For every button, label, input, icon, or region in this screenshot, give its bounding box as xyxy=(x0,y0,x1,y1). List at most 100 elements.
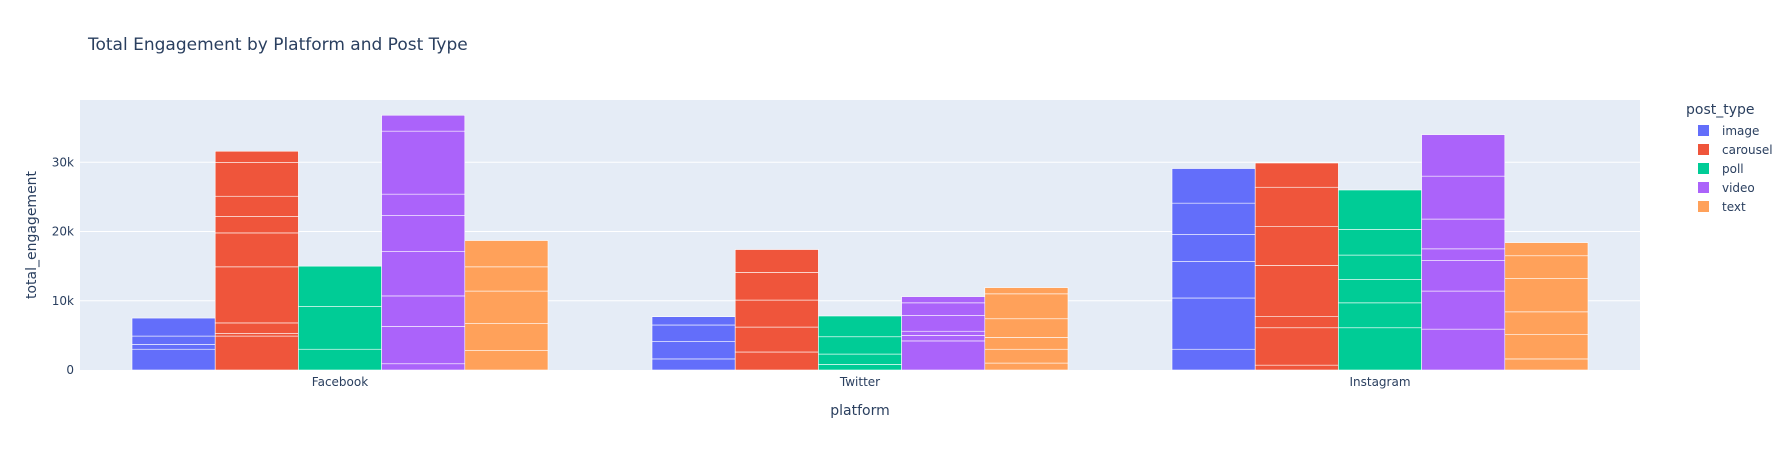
bar-segment-poll-facebook xyxy=(298,306,382,350)
bar-segment-image-instagram xyxy=(1171,297,1256,350)
x-axis-ticks: Facebook Twitter Instagram xyxy=(312,375,1411,389)
bar-segment-video-twitter xyxy=(901,335,986,342)
bar-segment-carousel-facebook xyxy=(214,162,299,197)
legend-swatch-image xyxy=(1698,125,1709,136)
bar-segment-video-twitter xyxy=(901,330,986,336)
bar-segment-text-twitter xyxy=(984,337,1069,350)
bar-segment-carousel-twitter xyxy=(734,272,819,301)
bar-segment-video-facebook xyxy=(381,295,466,327)
legend: post_type image carousel poll video text xyxy=(1686,102,1773,214)
bar-segment-video-facebook xyxy=(381,215,466,252)
bar-segment-image-facebook xyxy=(131,317,216,337)
bar-segment-carousel-twitter xyxy=(734,351,819,371)
bar-segment-video-twitter xyxy=(901,340,986,371)
bar-segment-image-facebook xyxy=(131,348,216,371)
bar-segment-image-instagram xyxy=(1171,234,1256,262)
legend-item-poll: poll xyxy=(1722,162,1744,176)
bar-segment-poll-instagram xyxy=(1338,229,1422,256)
legend-item-carousel: carousel xyxy=(1722,143,1773,157)
legend-item-text: text xyxy=(1722,200,1746,214)
bar-segment-carousel-facebook xyxy=(214,335,299,371)
bar-segment-carousel-twitter xyxy=(734,326,819,353)
bar-segment-carousel-facebook xyxy=(214,333,299,337)
bar-segment-video-facebook xyxy=(381,363,466,371)
bar-segment-text-instagram xyxy=(1504,242,1589,257)
legend-item-image: image xyxy=(1722,124,1759,138)
bar-segment-carousel-instagram xyxy=(1254,316,1339,329)
bar-segment-carousel-instagram xyxy=(1254,226,1339,266)
bar-segment-poll-twitter xyxy=(818,364,902,371)
bar-segment-image-instagram xyxy=(1171,261,1256,299)
x-tick-label: Twitter xyxy=(839,375,880,389)
bar-segment-video-facebook xyxy=(381,326,466,365)
bar-segment-image-facebook xyxy=(131,344,216,350)
legend-item-video: video xyxy=(1722,181,1755,195)
bar-segment-carousel-twitter xyxy=(734,299,819,328)
legend-swatch-poll xyxy=(1698,163,1709,174)
bar-segment-text-facebook xyxy=(464,323,549,351)
bar-segment-video-instagram xyxy=(1421,328,1506,371)
bar-segment-video-instagram xyxy=(1421,175,1506,220)
bar-segment-text-facebook xyxy=(464,350,549,371)
bar-segment-carousel-facebook xyxy=(214,232,299,268)
bar-segment-carousel-facebook xyxy=(214,322,299,334)
bar-segment-video-instagram xyxy=(1421,134,1506,177)
bar-segment-text-instagram xyxy=(1504,255,1589,279)
bar-segment-text-facebook xyxy=(464,240,549,268)
bar-segment-image-instagram xyxy=(1171,348,1256,371)
bar-segment-poll-instagram xyxy=(1338,327,1422,371)
bar-segment-video-instagram xyxy=(1421,260,1506,292)
y-tick-label: 0 xyxy=(66,363,74,377)
y-tick-label: 20k xyxy=(52,225,74,239)
bar-segment-carousel-instagram xyxy=(1254,364,1339,371)
bar-segment-poll-instagram xyxy=(1338,279,1422,304)
y-axis-label: total_engagement xyxy=(24,170,40,299)
legend-swatch-video xyxy=(1698,182,1709,193)
bar-segment-text-instagram xyxy=(1504,278,1589,313)
bar-segment-carousel-facebook xyxy=(214,216,299,234)
bar-segment-poll-instagram xyxy=(1338,189,1422,230)
bar-segment-text-twitter xyxy=(984,348,1069,364)
bar-segment-text-instagram xyxy=(1504,358,1589,371)
bar-segment-poll-facebook xyxy=(298,348,382,371)
bar-segment-text-twitter xyxy=(984,287,1069,295)
bar-segment-carousel-instagram xyxy=(1254,265,1339,317)
bar-segment-carousel-instagram xyxy=(1254,327,1339,366)
bar-segment-text-twitter xyxy=(984,293,1069,320)
bar-segment-video-facebook xyxy=(381,251,466,297)
bar-segment-video-instagram xyxy=(1421,248,1506,261)
bar-segment-poll-twitter xyxy=(818,353,902,365)
bar-segment-image-twitter xyxy=(651,324,736,342)
bar-segment-text-facebook xyxy=(464,266,549,292)
bar-segment-video-instagram xyxy=(1421,218,1506,250)
y-tick-label: 10k xyxy=(52,294,74,308)
x-tick-label: Instagram xyxy=(1349,375,1410,389)
bar-segment-text-twitter xyxy=(984,318,1069,338)
bar-segment-carousel-facebook xyxy=(214,195,299,217)
bar-segment-poll-instagram xyxy=(1338,254,1422,280)
bar-segment-carousel-twitter xyxy=(734,249,819,273)
legend-swatch-carousel xyxy=(1698,144,1709,155)
y-tick-label: 30k xyxy=(52,155,74,169)
bar-segment-video-facebook xyxy=(381,114,466,132)
bar-segment-text-instagram xyxy=(1504,311,1589,335)
legend-title: post_type xyxy=(1686,102,1755,118)
bar-segment-image-facebook xyxy=(131,335,216,345)
y-axis-ticks: 0 10k 20k 30k xyxy=(52,155,74,377)
chart-title: Total Engagement by Platform and Post Ty… xyxy=(87,35,468,55)
bar-segment-image-instagram xyxy=(1171,168,1256,204)
bar-segment-video-twitter xyxy=(901,315,986,332)
bar-segment-video-instagram xyxy=(1421,290,1506,330)
bar-segment-poll-instagram xyxy=(1338,302,1422,329)
bar-segment-video-twitter xyxy=(901,302,986,316)
bar-segment-poll-facebook xyxy=(298,265,382,307)
bar-segment-video-twitter xyxy=(901,296,986,304)
bar-segment-text-twitter xyxy=(984,362,1069,371)
legend-swatch-text xyxy=(1698,201,1709,212)
bar-segment-video-facebook xyxy=(381,193,466,216)
bar-segment-carousel-facebook xyxy=(214,266,299,324)
bar-segment-poll-twitter xyxy=(818,315,902,338)
bar-segment-text-facebook xyxy=(464,290,549,324)
bar-segment-image-twitter xyxy=(651,341,736,360)
